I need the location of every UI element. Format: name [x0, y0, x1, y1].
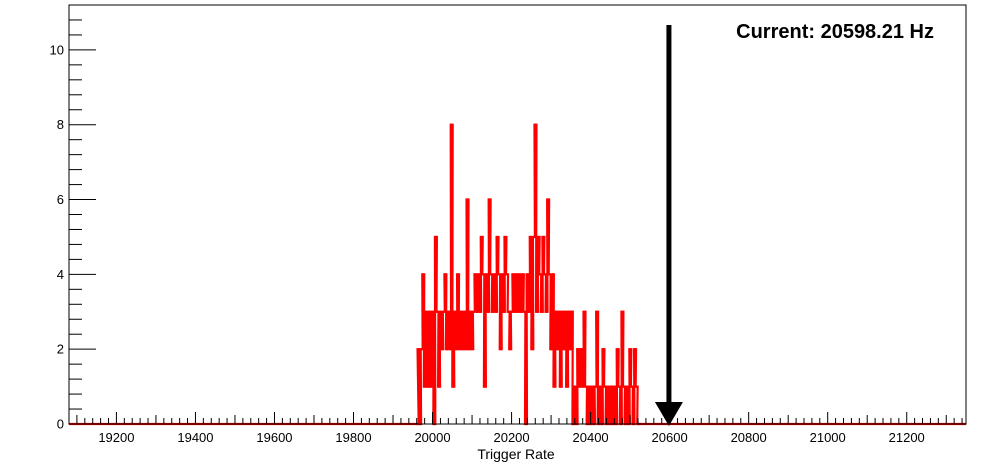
x-tick-label: 19800: [335, 430, 371, 445]
y-tick-label: 2: [57, 342, 64, 357]
plot-frame: [68, 4, 967, 425]
current-rate-marker: [654, 25, 683, 426]
current-rate-label: Current: 20598.21 Hz: [736, 21, 934, 43]
x-tick-label: 19400: [177, 430, 213, 445]
x-tick-label: 20400: [573, 430, 609, 445]
x-tick-label: 20000: [414, 430, 450, 445]
x-tick-label: 20200: [493, 430, 529, 445]
y-tick-label: 6: [57, 192, 64, 207]
x-tick-label: 19600: [256, 430, 292, 445]
x-tick-label: 21200: [889, 430, 925, 445]
x-tick-label: 19200: [98, 430, 134, 445]
y-tick-label: 8: [57, 117, 64, 132]
y-tick-label: 0: [57, 417, 64, 432]
y-tick-label: 4: [57, 267, 64, 282]
x-tick-label: 20800: [731, 430, 767, 445]
axes: 19200 19400 19600 19800 20000 20200 20400 20600…: [50, 4, 963, 445]
x-tick-label: 21000: [810, 430, 846, 445]
x-tick-label: 20600: [652, 430, 688, 445]
y-tick-label: 10: [50, 42, 64, 57]
marker-arrow-head: [654, 402, 683, 426]
x-axis-title: Trigger Rate: [477, 446, 555, 462]
plot-background: [69, 5, 966, 424]
